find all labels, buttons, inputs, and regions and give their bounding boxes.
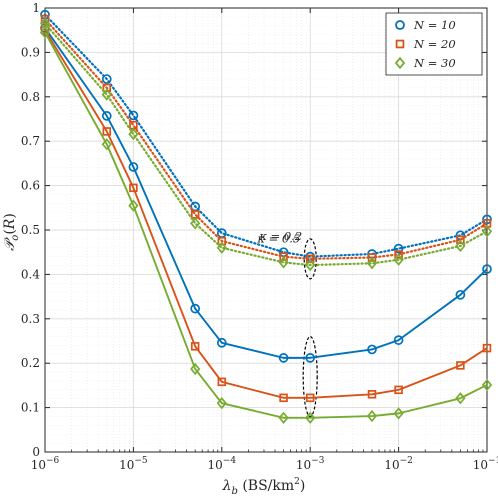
data-point-square bbox=[367, 390, 377, 399]
data-point-circle bbox=[101, 111, 112, 121]
y-tick-label: 0.3 bbox=[21, 312, 40, 326]
data-point-square bbox=[102, 127, 112, 136]
data-point-diamond bbox=[366, 409, 378, 423]
x-tick-label: 10−4 bbox=[208, 456, 237, 472]
legend-entry: N = 30 bbox=[394, 56, 456, 70]
kappa-0-2-label: κ = 0.2 bbox=[258, 229, 302, 243]
grid bbox=[44, 7, 488, 453]
data-point-circle bbox=[393, 335, 404, 345]
data-point-square bbox=[102, 83, 112, 93]
data-point-diamond bbox=[190, 217, 201, 230]
y-tick-label: 0.5 bbox=[21, 223, 40, 237]
data-point-diamond bbox=[455, 239, 466, 253]
series-line bbox=[43, 13, 489, 258]
data-point-diamond bbox=[278, 411, 289, 424]
data-point-diamond bbox=[128, 199, 139, 212]
data-point-circle bbox=[278, 353, 289, 363]
legend-label: N = 20 bbox=[413, 37, 456, 51]
data-point-diamond bbox=[128, 127, 139, 141]
y-tick-label: 0.7 bbox=[21, 134, 40, 148]
data-point-circle bbox=[101, 74, 112, 84]
x-tick-label: 10−2 bbox=[384, 456, 413, 472]
kappa-0-5-ellipse bbox=[302, 335, 318, 418]
legend-entry: N = 20 bbox=[395, 37, 456, 51]
data-point-diamond bbox=[366, 257, 378, 270]
data-point-square bbox=[395, 39, 405, 49]
data-point-square bbox=[305, 393, 315, 403]
data-point-diamond bbox=[455, 392, 466, 405]
data-point-circle bbox=[482, 264, 492, 274]
data-point-square bbox=[217, 377, 227, 387]
data-point-diamond bbox=[481, 225, 493, 238]
y-tick-label: 0.1 bbox=[21, 401, 40, 415]
series-kappa-0-5-diamond bbox=[39, 26, 493, 424]
data-point-diamond bbox=[101, 88, 112, 101]
data-point-circle bbox=[128, 110, 139, 121]
data-point-diamond bbox=[216, 241, 227, 254]
data-point-circle bbox=[455, 289, 466, 300]
kappa-0-5-label: κ = 0.5 bbox=[256, 232, 300, 246]
data-point-diamond bbox=[393, 407, 404, 420]
series bbox=[39, 9, 493, 424]
data-point-square bbox=[482, 343, 492, 353]
data-point-square bbox=[129, 183, 138, 193]
data-point-square bbox=[456, 235, 465, 245]
x-tick-label: 10−6 bbox=[31, 456, 60, 472]
series-kappa-0-2-diamond bbox=[39, 17, 493, 272]
data-point-square bbox=[305, 254, 315, 264]
data-point-circle bbox=[393, 243, 404, 254]
data-point-circle bbox=[216, 337, 227, 348]
data-point-square bbox=[279, 252, 288, 261]
data-point-square bbox=[279, 393, 288, 403]
data-point-circle bbox=[305, 353, 316, 363]
legend: N = 10 N = 20 N = 30 bbox=[385, 12, 483, 76]
data-point-square bbox=[456, 361, 465, 370]
legend-entry: N = 10 bbox=[395, 18, 456, 32]
data-point-diamond bbox=[216, 397, 227, 410]
series-line bbox=[44, 27, 488, 359]
data-point-diamond bbox=[39, 26, 51, 39]
data-point-diamond bbox=[481, 378, 493, 392]
data-point-diamond bbox=[39, 17, 51, 30]
data-point-diamond bbox=[305, 258, 316, 272]
x-tick-label: 10−5 bbox=[119, 456, 148, 472]
data-point-square bbox=[367, 253, 377, 262]
y-tick-label: 0.4 bbox=[21, 267, 40, 281]
x-tick-label: 10−1 bbox=[473, 456, 498, 472]
series-line bbox=[44, 31, 488, 419]
y-axis-label: 𝒫o(R) bbox=[2, 213, 21, 251]
data-point-square bbox=[190, 342, 200, 351]
x-axis-label: λb (BS/km2) bbox=[222, 477, 306, 497]
legend-label: N = 30 bbox=[413, 56, 456, 70]
data-point-diamond bbox=[278, 256, 289, 269]
y-tick-label: 0 bbox=[32, 445, 40, 459]
data-point-circle bbox=[190, 303, 201, 314]
series-line bbox=[43, 22, 489, 267]
data-point-diamond bbox=[393, 253, 404, 266]
y-tick-label: 0.2 bbox=[21, 356, 40, 370]
legend-label: N = 10 bbox=[413, 18, 456, 32]
y-tick-label: 0.9 bbox=[21, 45, 40, 59]
data-point-diamond bbox=[101, 138, 112, 151]
data-point-square bbox=[394, 385, 403, 395]
series-line bbox=[44, 29, 488, 399]
data-point-circle bbox=[128, 162, 139, 172]
data-point-circle bbox=[367, 344, 377, 355]
y-tick-label: 0.6 bbox=[21, 179, 40, 193]
data-point-square bbox=[394, 250, 403, 259]
data-point-circle bbox=[395, 20, 405, 30]
x-tick-label: 10−3 bbox=[296, 456, 325, 472]
y-tick-label: 1 bbox=[32, 1, 40, 15]
annotations: κ = 0.2κ = 0.5 bbox=[256, 229, 318, 418]
data-point-diamond bbox=[190, 362, 201, 376]
data-point-diamond bbox=[305, 411, 316, 424]
axis-ticks: 10−6 10−5 10−4 10−3 10−2 10−1 0 0.1 0.2 0.3 0.4 0.5… bbox=[21, 1, 498, 472]
data-point-diamond bbox=[394, 56, 406, 70]
data-point-square bbox=[217, 236, 227, 246]
y-tick-label: 0.8 bbox=[21, 90, 40, 104]
